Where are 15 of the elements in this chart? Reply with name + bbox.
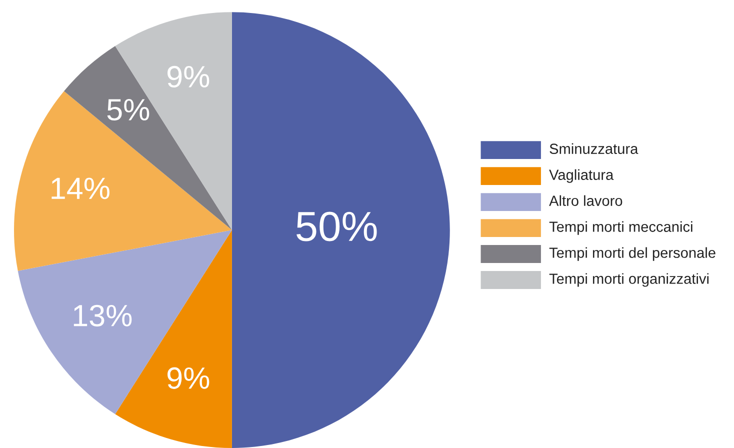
- legend-label: Sminuzzatura: [550, 143, 638, 154]
- legend-label: Altro lavoro: [549, 195, 622, 206]
- legend-label: Tempi morti organizzativi: [549, 273, 709, 287]
- pie-slice: [18, 230, 232, 414]
- legend-label: Tempi morti meccanici: [549, 221, 692, 235]
- data-label: 9%: [168, 367, 210, 389]
- data-label: 14%: [52, 178, 110, 200]
- data-label: 50%: [296, 212, 377, 242]
- pie-slice: [14, 91, 232, 271]
- pie-slice: [232, 12, 450, 448]
- legend-label: Tempi morti del personale: [549, 247, 716, 261]
- data-label: 9%: [168, 66, 210, 88]
- data-label: 5%: [107, 99, 150, 121]
- data-label: 13%: [74, 304, 132, 326]
- legend-label: Vagliatura: [549, 169, 614, 183]
